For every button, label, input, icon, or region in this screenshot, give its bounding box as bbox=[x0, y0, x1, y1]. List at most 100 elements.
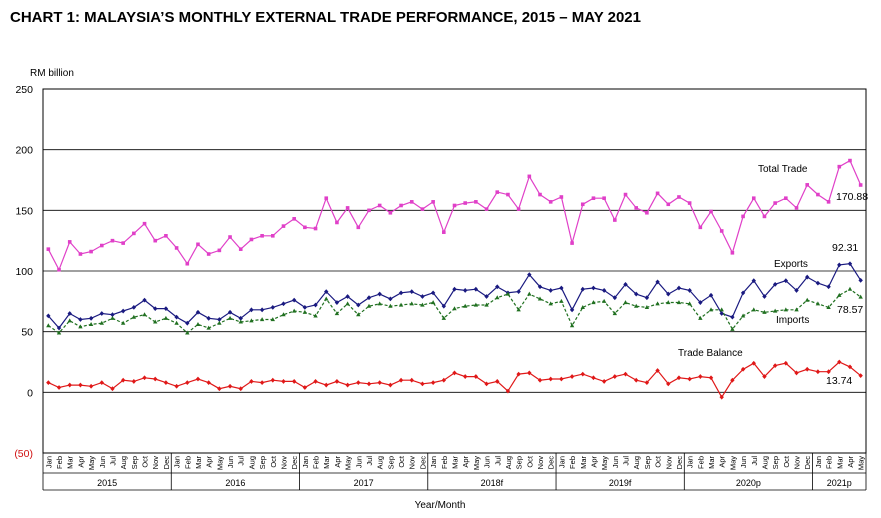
x-tick-label: Jul bbox=[365, 456, 374, 466]
data-point bbox=[131, 379, 137, 384]
data-point bbox=[153, 238, 158, 243]
data-point bbox=[634, 377, 639, 383]
x-tick-label: Jun bbox=[354, 456, 363, 468]
x-tick-label: Oct bbox=[525, 455, 534, 468]
data-point bbox=[88, 321, 94, 326]
data-point bbox=[441, 315, 447, 320]
data-point bbox=[174, 320, 179, 325]
data-point bbox=[676, 285, 682, 291]
data-point bbox=[623, 300, 628, 305]
x-tick-label: Jan bbox=[814, 456, 823, 468]
data-point bbox=[442, 230, 446, 234]
data-point bbox=[484, 294, 489, 299]
series-imports bbox=[46, 286, 863, 335]
data-point bbox=[67, 311, 72, 316]
data-point bbox=[601, 379, 607, 384]
data-point bbox=[120, 308, 126, 314]
data-point bbox=[527, 291, 532, 296]
data-point bbox=[452, 370, 457, 376]
data-point bbox=[730, 326, 735, 331]
data-point bbox=[142, 312, 147, 317]
data-point bbox=[601, 288, 607, 293]
data-point bbox=[495, 379, 500, 384]
x-tick-label: Sep bbox=[130, 456, 139, 469]
data-point bbox=[570, 241, 574, 245]
x-tick-label: Dec bbox=[290, 456, 299, 470]
data-point bbox=[613, 218, 617, 222]
x-tick-label: Jan bbox=[301, 456, 310, 468]
data-point bbox=[709, 209, 713, 214]
data-point bbox=[484, 302, 489, 307]
data-point bbox=[858, 373, 863, 379]
data-point bbox=[548, 376, 553, 382]
data-point bbox=[313, 313, 318, 318]
data-point bbox=[420, 207, 425, 211]
x-tick-label: Feb bbox=[440, 456, 449, 469]
data-point bbox=[313, 302, 318, 308]
data-point bbox=[847, 261, 853, 267]
x-tick-label: Nov bbox=[279, 456, 288, 470]
data-point bbox=[366, 303, 372, 308]
x-tick-label: Oct bbox=[397, 455, 406, 468]
grid-lines bbox=[43, 149, 866, 393]
x-tick-label: Oct bbox=[269, 455, 278, 468]
data-point bbox=[655, 301, 660, 306]
series-layer bbox=[46, 158, 863, 400]
data-point bbox=[206, 252, 211, 256]
data-point bbox=[848, 158, 852, 163]
data-point bbox=[505, 388, 511, 394]
data-point bbox=[826, 284, 831, 290]
data-point bbox=[527, 272, 532, 278]
data-point bbox=[484, 381, 489, 387]
data-point bbox=[516, 289, 521, 295]
data-point bbox=[67, 382, 72, 388]
x-tick-label: Jan bbox=[557, 456, 566, 468]
data-point bbox=[815, 301, 821, 306]
data-point bbox=[644, 305, 650, 309]
data-point bbox=[826, 369, 831, 375]
data-point bbox=[398, 290, 404, 296]
x-tick-label: Dec bbox=[803, 456, 812, 470]
data-point bbox=[751, 360, 756, 366]
x-tick-label: Oct bbox=[654, 455, 663, 468]
data-point bbox=[612, 295, 618, 301]
data-point bbox=[591, 300, 596, 305]
x-tick-label: Aug bbox=[376, 456, 385, 469]
data-point bbox=[99, 380, 104, 386]
x-tick-label: Feb bbox=[825, 456, 834, 469]
data-point bbox=[356, 312, 361, 317]
data-point bbox=[805, 274, 810, 280]
series-line-total-trade bbox=[47, 159, 862, 272]
data-point bbox=[698, 315, 703, 320]
data-point bbox=[708, 292, 714, 298]
data-point bbox=[67, 318, 72, 323]
x-tick-label: May bbox=[87, 456, 96, 470]
y-tick-label: 100 bbox=[15, 266, 33, 278]
data-point bbox=[740, 313, 746, 318]
data-point bbox=[484, 207, 489, 211]
data-point bbox=[441, 303, 447, 309]
data-point bbox=[687, 301, 692, 306]
data-point bbox=[291, 308, 297, 313]
data-point bbox=[345, 206, 350, 210]
data-point bbox=[794, 370, 799, 376]
x-tick-label: Apr bbox=[205, 455, 214, 467]
data-point bbox=[762, 294, 767, 299]
data-point bbox=[783, 307, 789, 312]
data-point bbox=[313, 379, 318, 384]
data-point bbox=[826, 305, 831, 309]
data-point bbox=[601, 298, 607, 303]
data-point bbox=[291, 297, 297, 303]
data-point bbox=[356, 302, 361, 308]
data-point bbox=[847, 364, 853, 370]
year-label: 2016 bbox=[225, 478, 245, 488]
data-point bbox=[708, 375, 714, 381]
data-point bbox=[687, 376, 692, 382]
data-point bbox=[420, 294, 425, 299]
data-point bbox=[110, 315, 115, 320]
data-point bbox=[217, 248, 222, 253]
data-point bbox=[527, 370, 532, 376]
data-point bbox=[227, 315, 233, 320]
data-point bbox=[537, 377, 543, 383]
series-trade-balance bbox=[46, 359, 863, 400]
